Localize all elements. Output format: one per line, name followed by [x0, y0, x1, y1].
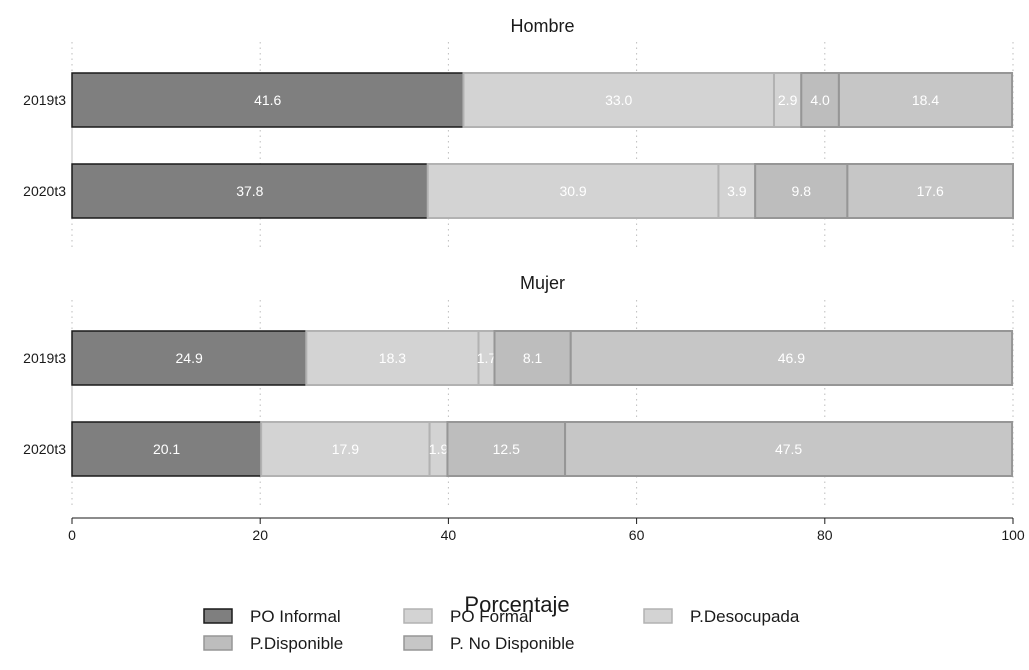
data-label: 17.9 [332, 441, 359, 457]
bar-segment [493, 330, 572, 386]
bar-segment [754, 163, 849, 219]
legend-item: P. No Disponible [403, 634, 574, 653]
x-tick-label: 60 [629, 527, 645, 543]
x-tick-label: 40 [441, 527, 457, 543]
bar-segment [462, 72, 775, 128]
legend-swatch [203, 635, 233, 651]
legend-item: PO Formal [403, 607, 532, 626]
panel-hombre: Hombre 2019t3 41.6 33.0 2.9 4.0 18.4 2020t3 37.8… [23, 16, 1014, 219]
data-label: 41.6 [254, 92, 281, 108]
bar-segment [846, 163, 1014, 219]
legend-label: PO Formal [450, 607, 532, 626]
data-label: 8.1 [523, 350, 543, 366]
x-tick-label: 20 [252, 527, 268, 543]
bar-segment [426, 163, 720, 219]
legend-item: P.Desocupada [643, 607, 800, 626]
data-label: 4.0 [810, 92, 830, 108]
legend-label: PO Informal [250, 607, 341, 626]
bar-segment [837, 72, 1014, 128]
x-axis: 0 20 40 60 80 100 [68, 517, 1025, 543]
data-label: 17.6 [917, 183, 944, 199]
x-tick-label: 0 [68, 527, 76, 543]
bar-segment [800, 72, 840, 128]
data-label: 1.9 [429, 441, 449, 457]
legend-label: P. No Disponible [450, 634, 574, 653]
bar-group-2020t3: 2020t3 37.8 30.9 3.9 9.8 17.6 [23, 163, 1014, 219]
y-tick-label: 2019t3 [23, 350, 66, 366]
bar-segment [564, 421, 1014, 477]
data-label: 18.3 [379, 350, 406, 366]
bar-segment [569, 330, 1014, 386]
data-label: 2.9 [778, 92, 798, 108]
panel-title: Hombre [510, 16, 574, 36]
legend-swatch [403, 635, 433, 651]
legend-label: P.Disponible [250, 634, 343, 653]
legend-item: P.Disponible [203, 634, 343, 653]
y-tick-label: 2019t3 [23, 92, 66, 108]
chart-panels: Hombre 2019t3 41.6 33.0 2.9 4.0 18.4 2020t3 37.8… [23, 16, 1014, 477]
y-tick-label: 2020t3 [23, 441, 66, 457]
data-label: 33.0 [605, 92, 632, 108]
legend-swatch [643, 608, 673, 624]
bar-group-2019t3: 2019t3 24.9 18.3 1.7 8.1 46.9 [23, 330, 1014, 386]
x-tick-label: 100 [1001, 527, 1025, 543]
legend: PO Informal PO Formal P.Desocupada P.Dispon… [203, 607, 800, 653]
data-label: 37.8 [236, 183, 263, 199]
data-label: 47.5 [775, 441, 802, 457]
bar-segment [260, 421, 431, 477]
data-label: 1.7 [477, 350, 497, 366]
bar-group-2020t3: 2020t3 20.1 17.9 1.9 12.5 47.5 [23, 421, 1014, 477]
panel-mujer: Mujer 2019t3 24.9 18.3 1.7 8.1 46.9 2020t3 20.1 1… [23, 273, 1014, 477]
legend-swatch [403, 608, 433, 624]
data-label: 18.4 [912, 92, 939, 108]
data-label: 30.9 [559, 183, 586, 199]
x-axis-label: Porcentaje [464, 592, 569, 617]
data-label: 12.5 [493, 441, 520, 457]
data-label: 20.1 [153, 441, 180, 457]
bar-segment [71, 421, 262, 477]
x-tick-label: 80 [817, 527, 833, 543]
bar-segment [305, 330, 480, 386]
data-label: 24.9 [176, 350, 203, 366]
bar-segment [71, 330, 308, 386]
data-label: 3.9 [727, 183, 747, 199]
data-label: 9.8 [792, 183, 812, 199]
data-label: 46.9 [778, 350, 805, 366]
legend-item: PO Informal [203, 607, 341, 626]
legend-swatch [203, 608, 233, 624]
bar-segment [71, 163, 429, 219]
panel-title: Mujer [520, 273, 565, 293]
bar-group-2019t3: 2019t3 41.6 33.0 2.9 4.0 18.4 [23, 72, 1014, 128]
y-tick-label: 2020t3 [23, 183, 66, 199]
legend-label: P.Desocupada [690, 607, 800, 626]
